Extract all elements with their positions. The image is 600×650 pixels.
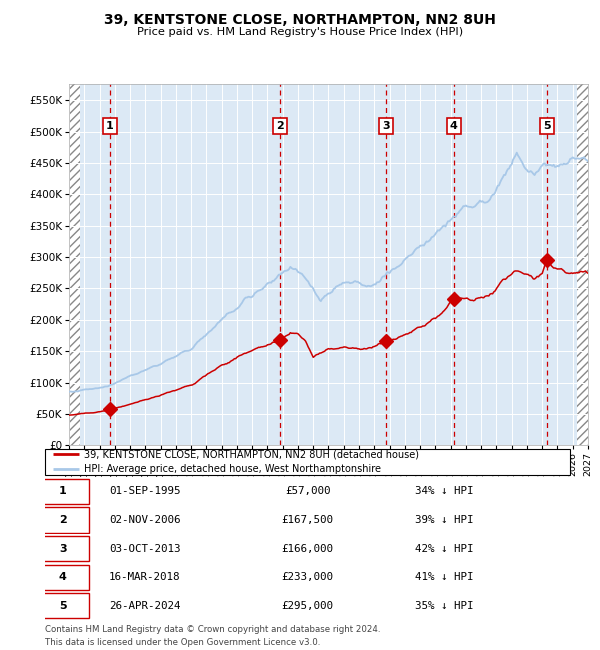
Text: 03-OCT-2013: 03-OCT-2013 [109,543,181,554]
Text: 5: 5 [543,121,551,131]
Text: 4: 4 [59,572,67,582]
FancyBboxPatch shape [37,565,89,590]
Text: 3: 3 [59,543,67,554]
Text: 26-APR-2024: 26-APR-2024 [109,601,181,611]
Bar [69,84,80,445]
Text: 16-MAR-2018: 16-MAR-2018 [109,572,181,582]
Text: 39, KENTSTONE CLOSE, NORTHAMPTON, NN2 8UH (detached house): 39, KENTSTONE CLOSE, NORTHAMPTON, NN2 8U… [85,449,419,459]
Text: 34% ↓ HPI: 34% ↓ HPI [415,486,473,497]
Text: 2: 2 [276,121,284,131]
Text: £167,500: £167,500 [281,515,334,525]
FancyBboxPatch shape [37,508,89,532]
Text: 42% ↓ HPI: 42% ↓ HPI [415,543,473,554]
Text: £233,000: £233,000 [281,572,334,582]
Text: 01-SEP-1995: 01-SEP-1995 [109,486,181,497]
Text: Price paid vs. HM Land Registry's House Price Index (HPI): Price paid vs. HM Land Registry's House … [137,27,463,37]
FancyBboxPatch shape [37,536,89,561]
FancyBboxPatch shape [37,593,89,618]
Text: Contains HM Land Registry data © Crown copyright and database right 2024.
This d: Contains HM Land Registry data © Crown c… [45,625,380,647]
Text: 1: 1 [59,486,67,497]
Bar [577,84,588,445]
Text: 1: 1 [106,121,113,131]
Text: £57,000: £57,000 [285,486,330,497]
Text: 35% ↓ HPI: 35% ↓ HPI [415,601,473,611]
Text: £295,000: £295,000 [281,601,334,611]
Text: 3: 3 [382,121,389,131]
Text: 4: 4 [450,121,458,131]
Text: 39, KENTSTONE CLOSE, NORTHAMPTON, NN2 8UH: 39, KENTSTONE CLOSE, NORTHAMPTON, NN2 8U… [104,13,496,27]
Text: 41% ↓ HPI: 41% ↓ HPI [415,572,473,582]
Text: £166,000: £166,000 [281,543,334,554]
Text: 39% ↓ HPI: 39% ↓ HPI [415,515,473,525]
Text: 5: 5 [59,601,67,611]
FancyBboxPatch shape [37,479,89,504]
Text: HPI: Average price, detached house, West Northamptonshire: HPI: Average price, detached house, West… [85,464,382,474]
FancyBboxPatch shape [45,448,570,474]
Text: 2: 2 [59,515,67,525]
Text: 02-NOV-2006: 02-NOV-2006 [109,515,181,525]
